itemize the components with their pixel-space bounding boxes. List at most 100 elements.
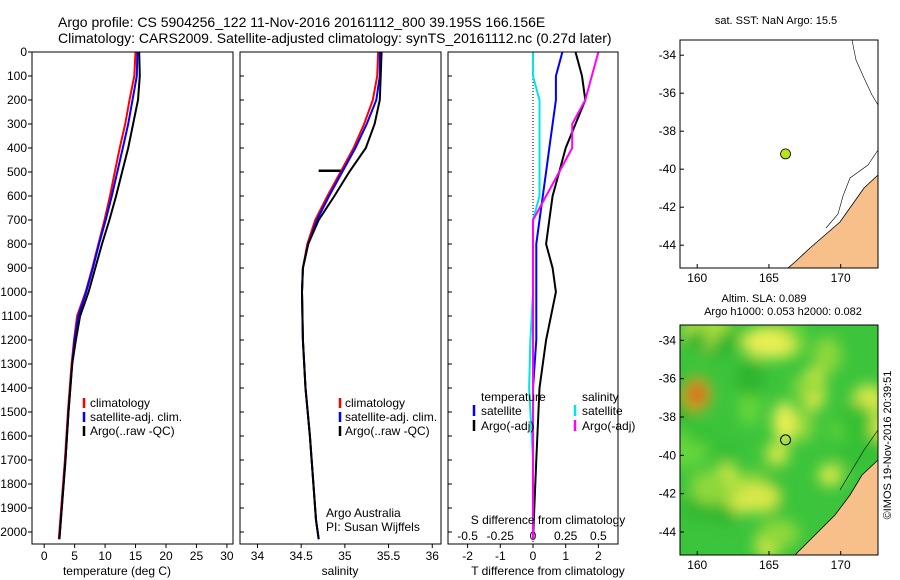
y-tick-label: 1400 — [0, 381, 27, 395]
lat-tick-label: -42 — [659, 200, 677, 214]
lat-tick-label: -40 — [659, 448, 677, 462]
legend-climatology-label: climatology — [90, 396, 150, 410]
temperature-plot-frame — [31, 51, 234, 545]
lon-tick-label: 160 — [687, 558, 707, 572]
sla-blob — [683, 328, 710, 354]
s-tick-label: -0.25 — [487, 529, 515, 543]
legend-argo-label: Argo(..raw -QC) — [345, 424, 430, 438]
salinity-xlabel: salinity — [322, 564, 359, 578]
sla-blob — [837, 402, 874, 439]
y-tick-label: 1600 — [0, 429, 27, 443]
altimetry-contour — [839, 429, 878, 491]
sla-blob — [710, 440, 742, 461]
altimetry-title: Altim. SLA: 0.089 — [722, 293, 807, 305]
temperature-legend: climatology satellite-adj. clim. Argo(..… — [82, 396, 182, 438]
altimetry-map-panel: Altim. SLA: 0.089 Argo h1000: 0.053 h200… — [659, 293, 879, 572]
lon-tick-label: 170 — [831, 271, 851, 285]
lat-tick-label: -36 — [659, 372, 677, 386]
y-tick-label: 1300 — [0, 357, 27, 371]
sst-map-panel: sat. SST: NaN Argo: 15.5 160 165 170 -34 -36… — [659, 15, 879, 285]
lat-tick-label: -34 — [659, 48, 677, 62]
sla-blob — [790, 377, 823, 396]
series-line-argo-raw-qc- — [58, 52, 141, 540]
y-tick-label: 900 — [7, 261, 27, 275]
x-tick-label: 35 — [338, 549, 352, 563]
lon-tick-label: 160 — [687, 271, 707, 285]
y-tick-label: 400 — [7, 141, 27, 155]
difference-plot-frame — [447, 51, 619, 545]
lat-tick-label: -40 — [659, 162, 677, 176]
legend-salinity-heading: salinity — [582, 390, 619, 404]
sla-peak-blob — [690, 385, 704, 403]
temperature-xlabel: temperature (deg C) — [63, 564, 171, 578]
sla-blob — [835, 433, 878, 468]
y-tick-label: 200 — [7, 93, 27, 107]
t-tick-label: -2 — [462, 549, 473, 563]
lon-tick-label: 165 — [759, 558, 779, 572]
y-tick-label: 1000 — [0, 285, 27, 299]
legend-t-argo-label: Argo(-adj) — [481, 419, 534, 433]
lat-tick-label: -38 — [659, 410, 677, 424]
y-tick-label: 700 — [7, 213, 27, 227]
t-tick-label: 1 — [562, 549, 569, 563]
series-line-temperature-satellite — [532, 52, 564, 540]
sla-blob — [758, 519, 800, 548]
temperature-panel: 0 5 10 15 20 25 300100200300400500600700800900… — [0, 45, 234, 578]
altimetry-land — [794, 459, 878, 555]
x-tick-label: 35.5 — [377, 549, 401, 563]
legend-s-argo-label: Argo(-adj) — [582, 419, 635, 433]
x-tick-label: 34.5 — [289, 549, 313, 563]
t-tick-label: 2 — [595, 549, 602, 563]
sst-coastline-north — [851, 40, 878, 106]
y-tick-label: 1700 — [0, 453, 27, 467]
sst-land — [787, 174, 878, 268]
series-line-satellite-adj-clim- — [300, 52, 381, 540]
y-tick-label: 1200 — [0, 333, 27, 347]
s-difference-label: S difference from climatology — [471, 513, 626, 527]
x-tick-label: 30 — [220, 549, 234, 563]
lat-tick-label: -34 — [659, 333, 677, 347]
x-tick-label: 36 — [426, 549, 440, 563]
lon-tick-label: 170 — [831, 558, 851, 572]
lat-tick-label: -42 — [659, 487, 677, 501]
legend-t-satellite-label: satellite — [481, 404, 522, 418]
difference-legend: temperature satellite Argo(-adj) salinit… — [472, 390, 635, 433]
x-tick-label: 15 — [129, 549, 143, 563]
sla-blob — [741, 326, 793, 359]
sla-blob — [765, 442, 789, 466]
salinity-panel: 34 34.5 35 35.5 36 salinity climatology sate… — [239, 51, 442, 578]
s-tick-label: 0.25 — [554, 529, 578, 543]
legend-s-satellite-label: satellite — [582, 404, 623, 418]
y-tick-label: 1800 — [0, 477, 27, 491]
page-title: Argo profile: CS 5904256_122 11-Nov-2016… — [58, 14, 546, 30]
lon-tick-label: 165 — [759, 271, 779, 285]
legend-satellite-label: satellite-adj. clim. — [90, 410, 182, 424]
lat-tick-label: -36 — [659, 86, 677, 100]
sst-float-marker — [780, 148, 791, 160]
sla-blob — [689, 470, 732, 505]
t-tick-label: -1 — [495, 549, 506, 563]
x-tick-label: 5 — [71, 549, 78, 563]
x-tick-label: 25 — [190, 549, 204, 563]
altimetry-subtitle: Argo h1000: 0.053 h2000: 0.082 — [704, 306, 862, 318]
altimetry-float-marker — [780, 434, 792, 446]
y-tick-label: 1100 — [1, 309, 27, 323]
climatology-subtitle: Climatology: CARS2009. Satellite-adjuste… — [58, 30, 612, 46]
legend-climatology-label: climatology — [345, 396, 405, 410]
altimetry-heatmap — [680, 325, 878, 555]
legend-satellite-label: satellite-adj. clim. — [345, 410, 437, 424]
salinity-legend: climatology satellite-adj. clim. Argo(..… — [338, 396, 437, 438]
legend-temperature-heading: temperature — [481, 390, 546, 404]
series-line-salinity-satellite — [528, 52, 541, 540]
x-tick-label: 10 — [98, 549, 112, 563]
y-tick-label: 500 — [7, 165, 27, 179]
s-tick-label: 0.5 — [590, 529, 607, 543]
sla-blob — [735, 482, 780, 513]
t-difference-label: T difference from climatology — [471, 564, 625, 578]
y-tick-label: 1500 — [0, 405, 27, 419]
x-tick-label: 34 — [251, 549, 265, 563]
altimetry-map-frame — [679, 324, 879, 556]
sla-blob — [772, 401, 797, 443]
